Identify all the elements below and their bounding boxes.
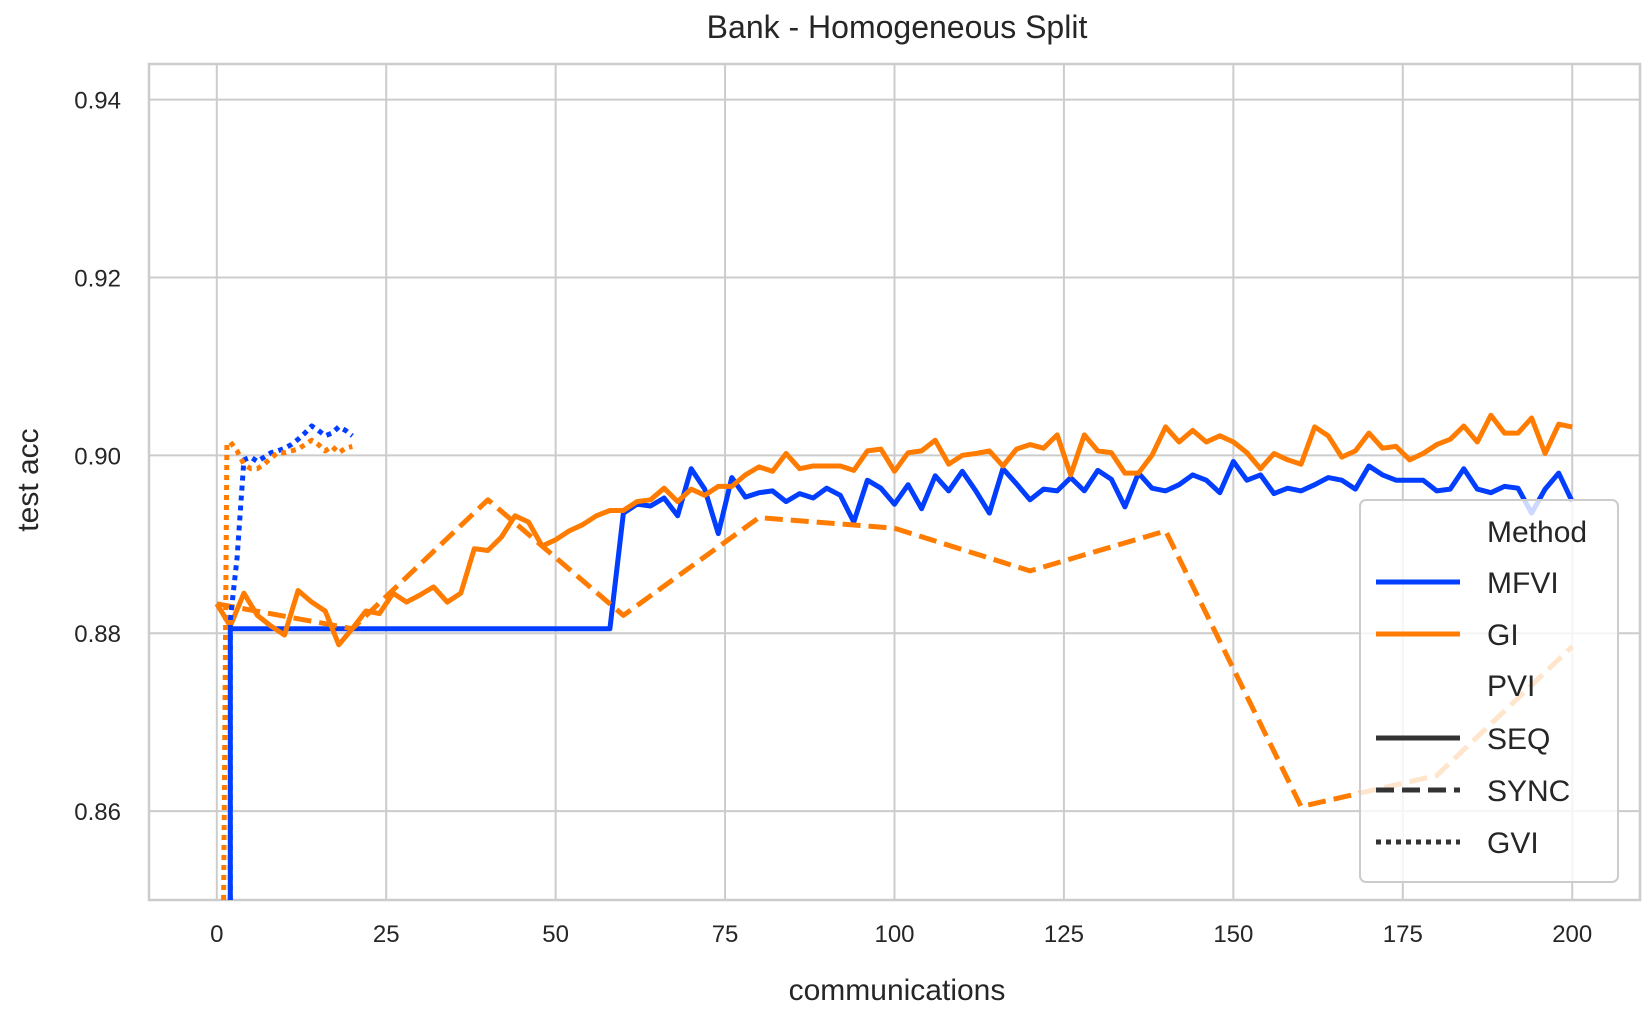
legend-sync-label: SYNC: [1487, 775, 1570, 808]
plot-frame: [147, 62, 1642, 902]
x-tick-label: 100: [874, 921, 914, 948]
y-tick-label: 0.94: [74, 88, 121, 115]
y-tick-labels: 0.86 0.88 0.90 0.92 0.94: [74, 88, 121, 826]
legend-title-pvi: PVI: [1487, 670, 1535, 703]
x-tick-labels: 0 25 50 75 100 125 150 175 200: [210, 921, 1592, 948]
legend: Method MFVI GI PVI SEQ SYNC GVI: [1359, 499, 1619, 883]
legend-box: [1359, 499, 1619, 883]
x-tick-label: 75: [712, 921, 739, 948]
legend-gvi-label: GVI: [1487, 827, 1539, 860]
y-axis-label: test acc: [12, 428, 45, 531]
series-gi-sync-line: [216, 497, 1574, 810]
legend-mfvi-label: MFVI: [1487, 567, 1559, 600]
y-tick-label: 0.86: [74, 799, 121, 826]
series-mfvi-seq-line: [227, 459, 1575, 900]
x-tick-label: 125: [1044, 921, 1084, 948]
x-tick-label: 175: [1383, 921, 1423, 948]
y-tick-label: 0.88: [74, 621, 121, 648]
chart-title: Bank - Homogeneous Split: [707, 9, 1088, 45]
y-tick-label: 0.92: [74, 265, 121, 292]
x-tick-label: 25: [373, 921, 400, 948]
x-tick-label: 150: [1213, 921, 1253, 948]
x-axis-label: communications: [789, 974, 1006, 1007]
x-tick-label: 0: [210, 921, 223, 948]
x-tick-label: 50: [542, 921, 569, 948]
series-mfvi-gvi-line: [227, 423, 354, 900]
series-gi-gvi-line: [221, 437, 353, 900]
x-tick-label: 200: [1552, 921, 1592, 948]
legend-title-method: Method: [1487, 516, 1587, 549]
series-gi-seq-line: [214, 412, 1573, 648]
legend-gi-label: GI: [1487, 619, 1519, 652]
y-tick-label: 0.90: [74, 443, 121, 470]
series-lines: [214, 412, 1575, 900]
legend-seq-label: SEQ: [1487, 723, 1550, 756]
